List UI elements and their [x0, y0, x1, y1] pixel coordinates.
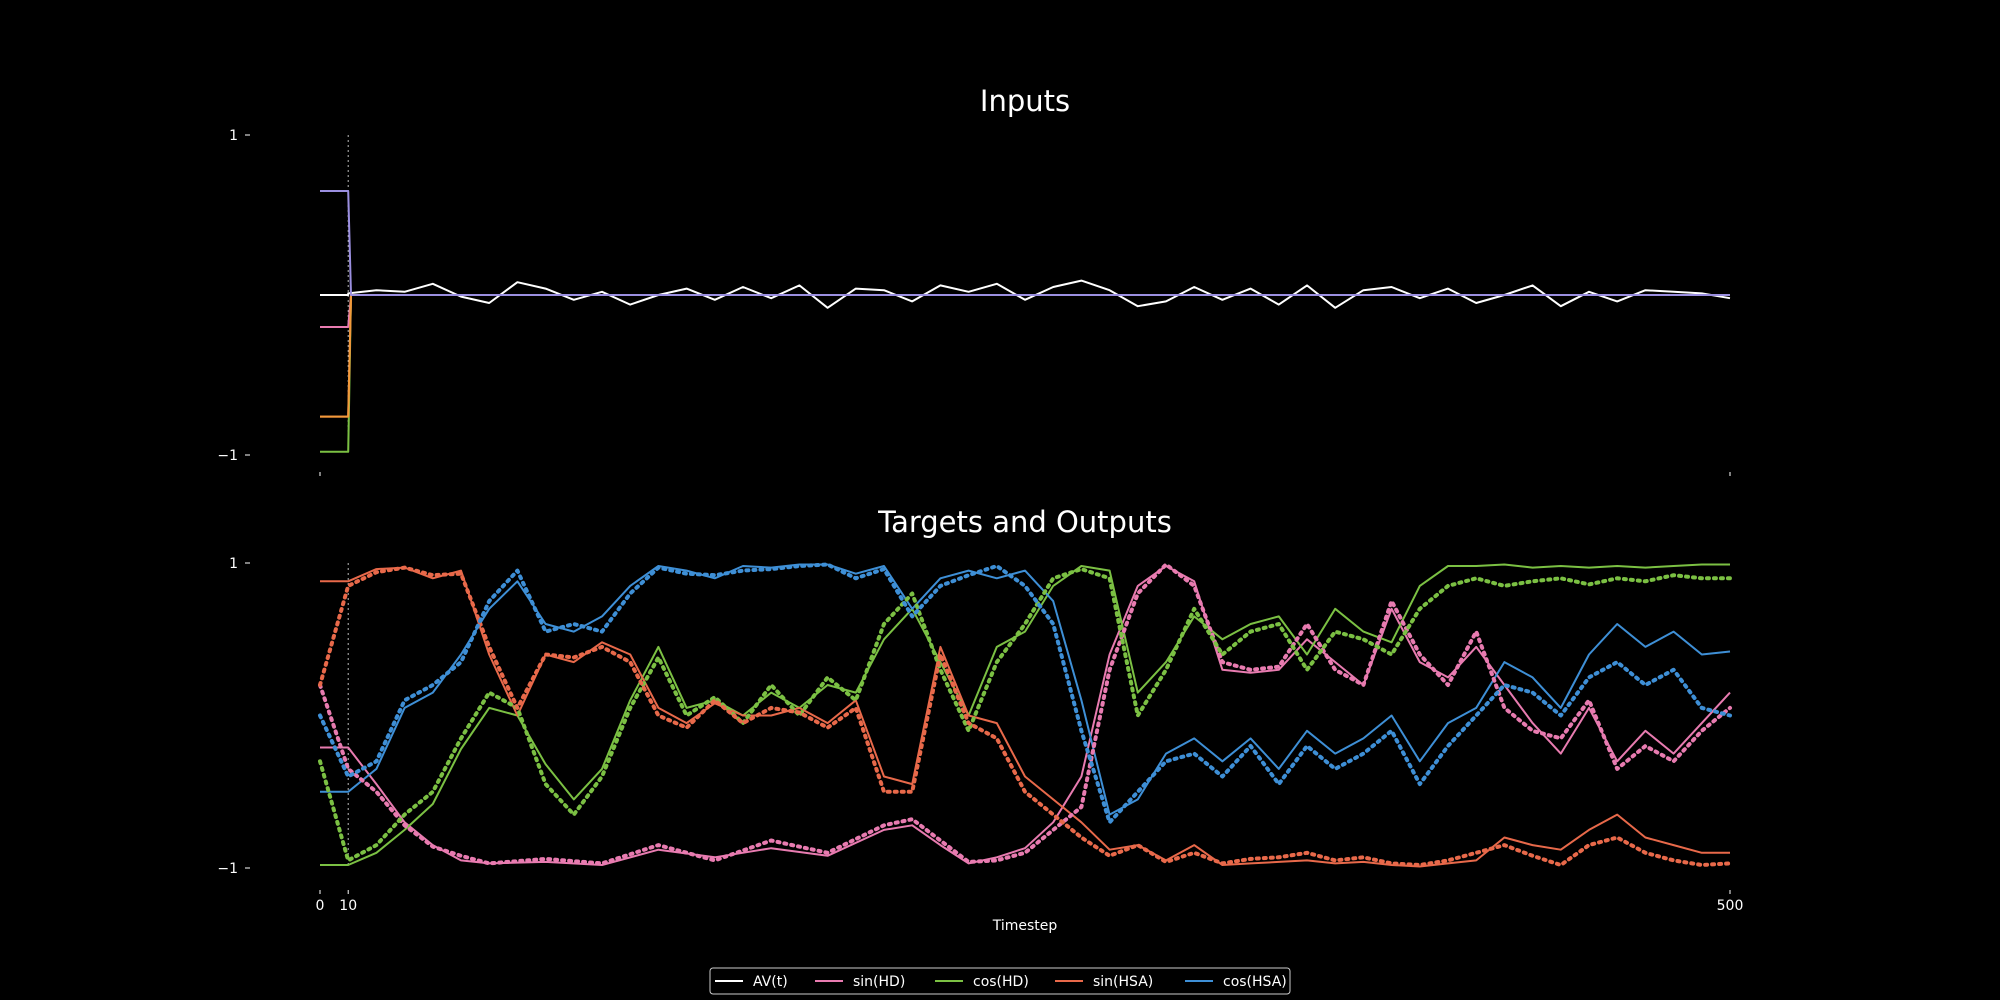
y-tick-label: −1: [217, 861, 238, 877]
targets-outputs-title: Targets and Outputs: [877, 505, 1172, 539]
series-line-sin-hd: [320, 294, 352, 328]
series-line-cos-hd: [320, 563, 1730, 866]
x-tick-label: 0: [316, 898, 325, 914]
legend-label: AV(t): [753, 974, 788, 990]
series-line-cos-hd: [320, 294, 352, 453]
legend-frame: [709, 967, 1291, 995]
x-tick-label: 10: [339, 898, 357, 914]
series-line-sin-hsa: [320, 294, 352, 418]
x-tick-label: 500: [1717, 898, 1744, 914]
series-line-av-t: [320, 279, 1731, 309]
legend-label: cos(HD): [973, 974, 1029, 990]
x-axis-label: Timestep: [992, 918, 1058, 934]
series-line-sin-hd: [320, 565, 1731, 866]
series-line-unnamed-6-output: [318, 565, 1732, 867]
inputs-title: Inputs: [980, 84, 1070, 118]
y-tick-label: 1: [229, 128, 238, 144]
series-line-unnamed-5: [320, 190, 1730, 296]
y-tick-label: −1: [217, 448, 238, 464]
legend: AV(t) sin(HD) cos(HD) sin(HSA) cos(HSA): [709, 967, 1291, 995]
series-line-unnamed-5-output: [318, 567, 1732, 863]
series-line-unnamed-7-output: [318, 562, 1732, 825]
legend-label: sin(HD): [853, 974, 905, 990]
series-line-unnamed-4-output: [318, 562, 1732, 866]
y-tick-label: 1: [229, 556, 238, 572]
targets-outputs-panel: 1 −1 0 10 500: [217, 556, 1743, 914]
legend-label: cos(HSA): [1223, 974, 1287, 990]
series-line-sin-hsa: [320, 566, 1730, 868]
series-line-cos-hsa: [320, 294, 352, 418]
inputs-panel: 1 −1: [217, 128, 1731, 476]
legend-label: sin(HSA): [1093, 974, 1153, 990]
